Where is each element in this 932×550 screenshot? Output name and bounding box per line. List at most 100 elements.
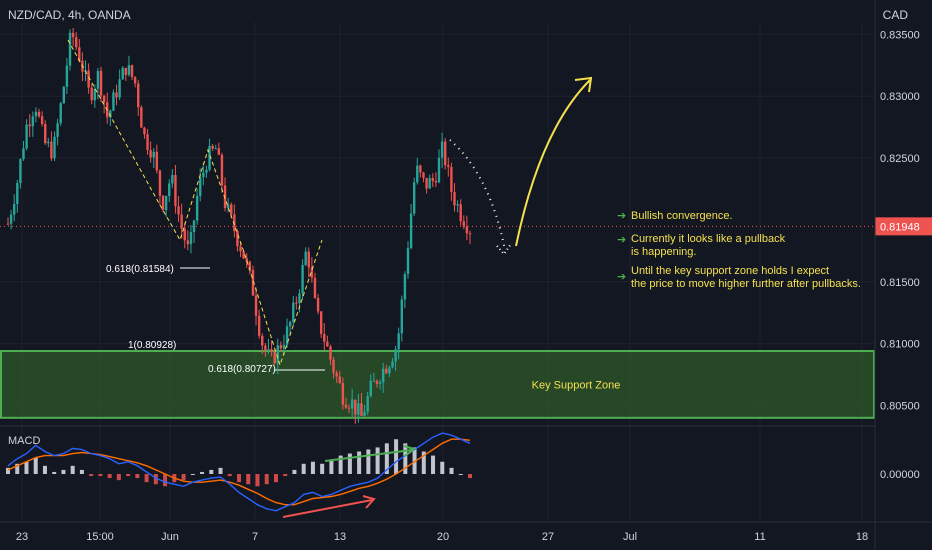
candle-body[interactable] xyxy=(440,141,444,158)
candle-body[interactable] xyxy=(223,185,227,209)
candle-body[interactable] xyxy=(431,178,434,181)
candle-body[interactable] xyxy=(267,349,270,351)
candle-body[interactable] xyxy=(279,345,283,349)
candle-body[interactable] xyxy=(450,167,453,193)
candle-body[interactable] xyxy=(329,346,332,360)
candle-body[interactable] xyxy=(31,116,35,127)
candle-body[interactable] xyxy=(273,351,276,364)
candle-body[interactable] xyxy=(75,37,78,48)
candle-body[interactable] xyxy=(71,32,75,38)
candle-body[interactable] xyxy=(350,399,354,409)
candle-body[interactable] xyxy=(149,150,152,158)
candle-body[interactable] xyxy=(428,178,431,189)
candle-body[interactable] xyxy=(121,67,124,80)
candle-body[interactable] xyxy=(78,47,81,61)
candle-body[interactable] xyxy=(13,204,16,215)
candle-body[interactable] xyxy=(87,70,90,88)
candle-body[interactable] xyxy=(195,195,199,221)
candle-body[interactable] xyxy=(378,382,382,384)
candle-body[interactable] xyxy=(468,233,472,235)
user-drawings[interactable] xyxy=(67,39,593,367)
candle-body[interactable] xyxy=(406,248,410,274)
candle-body[interactable] xyxy=(282,344,286,349)
wave-dashed-line[interactable] xyxy=(67,39,323,367)
candle-body[interactable] xyxy=(233,214,236,232)
candle-body[interactable] xyxy=(385,368,388,374)
candle-body[interactable] xyxy=(369,380,372,397)
candle-body[interactable] xyxy=(47,141,50,144)
candle-body[interactable] xyxy=(242,251,245,259)
candle-body[interactable] xyxy=(453,192,456,206)
candle-body[interactable] xyxy=(372,380,376,382)
candle-body[interactable] xyxy=(332,359,335,373)
symbol-title[interactable]: NZD/CAD, 4h, OANDA xyxy=(8,8,131,22)
candle-body[interactable] xyxy=(211,145,214,149)
candle-body[interactable] xyxy=(409,213,413,249)
candle-body[interactable] xyxy=(319,311,323,334)
candle-body[interactable] xyxy=(310,267,314,278)
candle-body[interactable] xyxy=(462,221,465,227)
candle-body[interactable] xyxy=(437,157,441,183)
candle-body[interactable] xyxy=(25,124,28,149)
candle-body[interactable] xyxy=(316,297,320,312)
candle-body[interactable] xyxy=(285,326,289,345)
candle-body[interactable] xyxy=(115,92,118,98)
candle-body[interactable] xyxy=(236,231,239,247)
candle-body[interactable] xyxy=(99,70,103,96)
candle-body[interactable] xyxy=(360,403,363,416)
candle-body[interactable] xyxy=(412,182,416,214)
candle-body[interactable] xyxy=(59,103,62,124)
candle-body[interactable] xyxy=(22,148,25,160)
candle-body[interactable] xyxy=(40,116,44,125)
candle-body[interactable] xyxy=(298,293,301,304)
candle-body[interactable] xyxy=(164,195,168,211)
candle-body[interactable] xyxy=(344,404,348,408)
candle-body[interactable] xyxy=(50,141,53,159)
candle-body[interactable] xyxy=(68,32,72,66)
candle-body[interactable] xyxy=(140,107,143,128)
candle-body[interactable] xyxy=(65,65,69,87)
candle-body[interactable] xyxy=(180,214,183,229)
candle-body[interactable] xyxy=(425,177,428,189)
candle-body[interactable] xyxy=(295,302,298,304)
candle-body[interactable] xyxy=(248,261,252,270)
candle-body[interactable] xyxy=(53,136,56,159)
candle-body[interactable] xyxy=(254,295,258,316)
candle-body[interactable] xyxy=(112,92,115,111)
candle-body[interactable] xyxy=(174,175,177,207)
candle-body[interactable] xyxy=(226,204,230,209)
candle-body[interactable] xyxy=(161,195,165,211)
candle-body[interactable] xyxy=(239,246,242,252)
candle-body[interactable] xyxy=(130,65,134,77)
candle-body[interactable] xyxy=(394,349,397,362)
candle-body[interactable] xyxy=(102,95,106,103)
candle-body[interactable] xyxy=(28,124,31,127)
candle-body[interactable] xyxy=(391,361,394,368)
candle-body[interactable] xyxy=(19,159,22,184)
candle-body[interactable] xyxy=(152,151,155,158)
candle-body[interactable] xyxy=(6,223,10,225)
candle-body[interactable] xyxy=(171,175,174,184)
candle-body[interactable] xyxy=(419,165,422,173)
candle-body[interactable] xyxy=(96,70,100,89)
candle-body[interactable] xyxy=(214,148,217,150)
candle-body[interactable] xyxy=(422,172,425,178)
candle-body[interactable] xyxy=(56,123,59,137)
bullish-arrow[interactable] xyxy=(515,79,591,247)
candle-body[interactable] xyxy=(292,302,295,322)
candle-body[interactable] xyxy=(264,345,267,350)
candlestick-series[interactable] xyxy=(6,27,472,424)
price-axis[interactable]: 0.83500 0.83000 0.82500 0.81500 0.81000 0.805… xyxy=(874,0,920,550)
candle-body[interactable] xyxy=(276,345,279,364)
candle-body[interactable] xyxy=(456,204,459,206)
candle-body[interactable] xyxy=(245,258,248,262)
candle-body[interactable] xyxy=(270,349,273,352)
candle-body[interactable] xyxy=(416,165,419,183)
candle-body[interactable] xyxy=(208,145,211,170)
candle-body[interactable] xyxy=(288,321,292,327)
candle-body[interactable] xyxy=(251,269,255,296)
candle-body[interactable] xyxy=(155,151,159,171)
candle-body[interactable] xyxy=(93,88,97,101)
candle-body[interactable] xyxy=(261,335,264,346)
